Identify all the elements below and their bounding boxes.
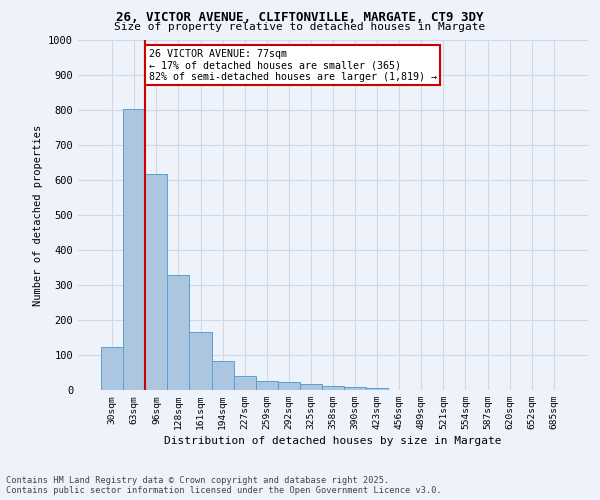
Bar [190,332,212,390]
Bar [145,174,167,390]
Text: Size of property relative to detached houses in Margate: Size of property relative to detached ho… [115,22,485,32]
Y-axis label: Number of detached properties: Number of detached properties [32,124,43,306]
Bar [212,362,233,390]
Bar [256,380,278,390]
Bar [322,386,344,390]
Bar [233,376,256,390]
Text: Contains HM Land Registry data © Crown copyright and database right 2025.
Contai: Contains HM Land Registry data © Crown c… [6,476,442,495]
X-axis label: Distribution of detached houses by size in Margate: Distribution of detached houses by size … [164,436,502,446]
Bar [300,384,322,390]
Bar [123,110,145,390]
Bar [278,382,300,390]
Text: 26, VICTOR AVENUE, CLIFTONVILLE, MARGATE, CT9 3DY: 26, VICTOR AVENUE, CLIFTONVILLE, MARGATE… [116,11,484,24]
Text: 26 VICTOR AVENUE: 77sqm
← 17% of detached houses are smaller (365)
82% of semi-d: 26 VICTOR AVENUE: 77sqm ← 17% of detache… [149,49,437,82]
Bar [344,387,366,390]
Bar [101,347,123,390]
Bar [167,274,190,390]
Bar [366,388,388,390]
